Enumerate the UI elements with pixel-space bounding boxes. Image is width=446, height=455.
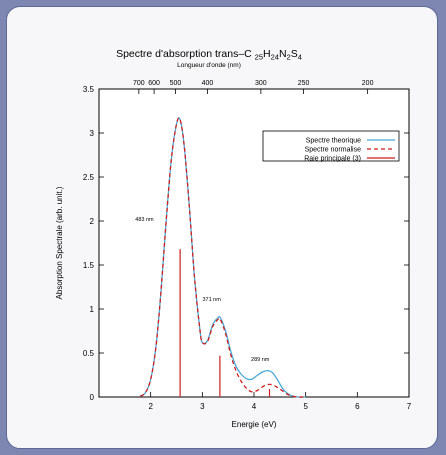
series-theorique-line (139, 117, 306, 398)
y-tick-label: 3.5 (83, 85, 95, 94)
formula-subscript: 2 (287, 53, 291, 62)
y-tick-label: 3 (90, 129, 95, 138)
x-tick-label: 7 (407, 402, 412, 411)
absorption-spectrum-chart: Spectre d'absorption trans–C 25H24N2S4 L… (55, 48, 412, 429)
chart-title-main: Spectre d'absorption trans–C (116, 48, 252, 60)
peak-label: 483 nm (135, 217, 154, 223)
y-tick-label: 2 (90, 217, 95, 226)
x-tick-label: 2 (148, 402, 153, 411)
chart-title: Spectre d'absorption trans–C 25H24N2S4 (116, 48, 302, 62)
x-axis: 2 3 4 5 6 7 (148, 392, 412, 411)
x-tick-label: 5 (303, 402, 308, 411)
y-axis: 0 0.5 1 1.5 2 2.5 3 3.5 (83, 85, 409, 402)
x-tick-label: 6 (355, 402, 360, 411)
y-tick-label: 1 (90, 305, 95, 314)
formula-subscript: 4 (298, 53, 302, 62)
peak-annotations: 483 nm 371 nm 289 nm (135, 217, 269, 363)
y-tick-label: 2.5 (83, 173, 95, 182)
formula-element: H (263, 48, 271, 60)
series-lines (139, 117, 306, 398)
peak-label: 289 nm (251, 357, 270, 363)
top-tick-label: 200 (362, 80, 374, 87)
top-tick-label: 400 (202, 80, 214, 87)
peak-label: 371 nm (202, 297, 221, 303)
formula-subscript: 25 (255, 53, 263, 62)
top-tick-label: 500 (170, 80, 182, 87)
top-axis-label: Longueur d'onde (nm) (177, 62, 241, 69)
formula-element: N (279, 48, 287, 60)
y-axis-label: Absorption Spectrale (arb. unit.) (55, 186, 64, 299)
x-tick-label: 3 (200, 402, 205, 411)
top-axis: 700 600 500 400 300 250 200 (133, 80, 374, 94)
top-tick-label: 250 (298, 80, 310, 87)
formula-element: S (291, 48, 298, 60)
legend: Spectre theorique Spectre normalise Raie p… (262, 130, 400, 163)
chart-panel: Spectre d'absorption trans–C 25H24N2S4 L… (6, 6, 438, 449)
legend-normalise-label: Spectre normalise (305, 147, 362, 154)
y-tick-label: 0.5 (83, 349, 95, 358)
legend-box (262, 130, 400, 162)
x-tick-label: 4 (252, 402, 257, 411)
legend-theorique-label: Spectre theorique (306, 138, 361, 145)
formula-subscript: 24 (271, 53, 279, 62)
y-tick-label: 0 (90, 393, 95, 402)
legend-raie-label: Raie principale (3) (304, 156, 361, 163)
x-axis-label: Energie (eV) (232, 420, 277, 429)
top-tick-label: 300 (255, 80, 267, 87)
top-tick-label: 600 (148, 80, 160, 87)
stick-lines (179, 249, 271, 397)
y-tick-label: 1.5 (83, 261, 95, 270)
top-tick-label: 700 (133, 80, 145, 87)
